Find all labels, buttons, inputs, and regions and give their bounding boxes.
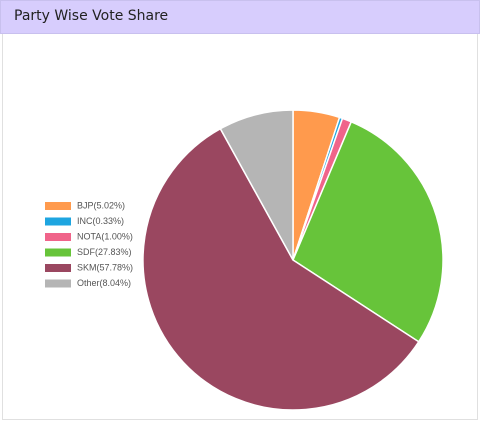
legend-swatch <box>45 217 71 226</box>
pie-slice <box>292 120 444 343</box>
legend-label: BJP(5.02%) <box>77 200 125 210</box>
legend-swatch <box>45 264 71 272</box>
legend-swatch <box>45 248 71 257</box>
legend-label: Other(8.04%) <box>77 278 131 288</box>
pie-slice <box>219 109 294 261</box>
chart-title: Party Wise Vote Share <box>14 8 169 24</box>
legend-label: SKM(57.78%) <box>77 262 133 272</box>
legend-swatch <box>45 279 71 288</box>
legend-label: NOTA(1.00%) <box>77 231 133 241</box>
legend-swatch <box>45 202 71 210</box>
legend-label: INC(0.33%) <box>77 216 124 226</box>
legend-swatch <box>45 233 71 241</box>
header: Party Wise Vote Share <box>0 0 480 34</box>
legend-label: SDF(27.83%) <box>77 247 132 257</box>
pie-slice <box>142 127 420 411</box>
panel <box>2 34 478 420</box>
